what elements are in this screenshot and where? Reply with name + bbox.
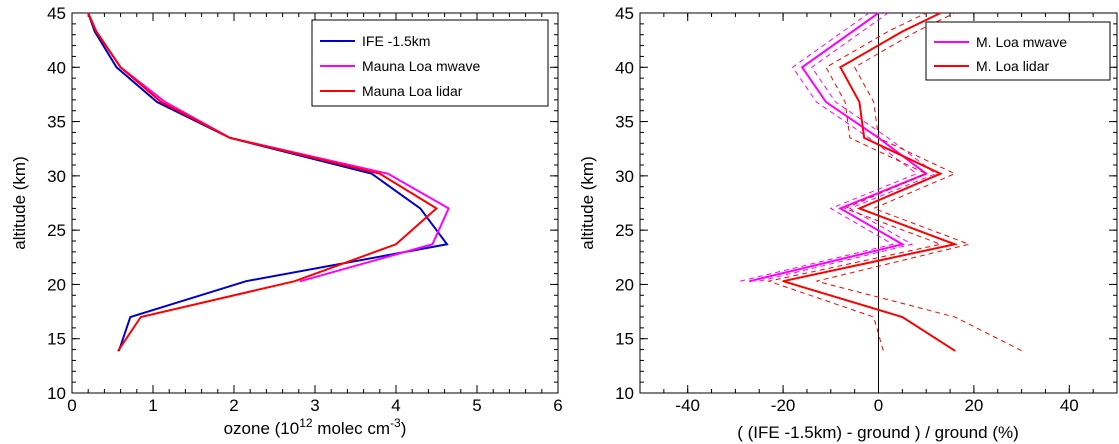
- m-loa-mwave-point: [748, 280, 751, 282]
- mauna-loa-lidar-point: [435, 207, 438, 210]
- left-y-tick-label: 20: [47, 275, 66, 294]
- right-x-tick-label: -20: [771, 396, 796, 415]
- mauna-loa-mwave-point: [299, 280, 302, 282]
- right-y-tick-label: 40: [615, 58, 634, 77]
- m-loa-lidar-bound-line: [816, 12, 1022, 352]
- right-x-axis-label: ( (IFE -1.5km) - ground ) / ground (%): [737, 423, 1019, 442]
- m-loa-mwave-point: [925, 172, 927, 175]
- m-loa-lidar-point: [863, 137, 865, 139]
- left-x-tick-label: 5: [472, 396, 481, 415]
- mauna-loa-mwave-point: [431, 243, 434, 246]
- right-x-tick-label: -40: [675, 396, 700, 415]
- ife-1-5km-point: [419, 207, 422, 210]
- m-loa-mwave-line: [749, 12, 929, 283]
- right-legend-box: [925, 21, 1111, 81]
- mauna-loa-lidar-point: [229, 137, 231, 139]
- ife-1-5km-point: [156, 101, 158, 103]
- left-x-tick-label: 1: [148, 396, 157, 415]
- ife-1-5km-point: [370, 172, 373, 175]
- right-y-tick-label: 45: [615, 4, 634, 23]
- legend-label-lidar: Mauna Loa lidar: [362, 83, 463, 99]
- m-loa-lidar-point: [782, 280, 784, 282]
- mauna-loa-mwave-point: [447, 207, 450, 210]
- mauna-loa-lidar-point: [87, 12, 89, 14]
- m-loa-mwave-bound-line: [740, 12, 918, 282]
- left-y-tick-label: 40: [47, 58, 66, 77]
- legend-label-ife: IFE -1.5km: [362, 33, 430, 49]
- mauna-loa-lidar-point: [160, 101, 162, 103]
- mauna-loa-mwave-point: [387, 172, 389, 175]
- left-x-axis-label: ozone (1012 molec cm-3): [224, 416, 407, 438]
- m-loa-mwave-point: [839, 207, 842, 210]
- right-y-tick-label: 30: [615, 167, 634, 186]
- mauna-loa-lidar-point: [119, 66, 122, 69]
- left-x-tick-label: 2: [229, 396, 238, 415]
- ife-1-5km-point: [446, 243, 448, 246]
- m-loa-lidar-point: [939, 172, 942, 175]
- left-x-tick-label: 3: [310, 396, 319, 415]
- m-loa-lidar-point: [954, 349, 956, 352]
- left-plot-frame: [71, 12, 559, 394]
- right-y-tick-label: 20: [615, 275, 634, 294]
- left-legend: IFE -1.5km Mauna Loa mwave Mauna Loa lid…: [311, 19, 549, 107]
- left-y-tick-label: 35: [47, 113, 66, 132]
- legend-label-mwave: Mauna Loa mwave: [362, 58, 481, 74]
- right-x-tick-label: 0: [874, 396, 883, 415]
- mauna-loa-lidar-point: [293, 280, 296, 282]
- right-x-tick-label: 40: [1060, 396, 1079, 415]
- m-loa-mwave-point: [877, 12, 880, 14]
- right-x-tick-label: 20: [964, 396, 983, 415]
- left-series-lines: [87, 12, 450, 352]
- right-tick-labels: -40 -20 0 20 40 10 15 20 25 30 35 40 45: [615, 4, 1079, 415]
- ife-1-5km-point: [115, 66, 118, 69]
- right-y-tick-label: 10: [615, 384, 634, 403]
- left-y-axis-label: altitude (km): [10, 156, 29, 250]
- ife-1-5km-point: [245, 280, 247, 282]
- legend-label-mloa-lidar: M. Loa lidar: [976, 58, 1049, 74]
- legend-label-mloa-mwave: M. Loa mwave: [976, 34, 1067, 50]
- ife-1-5km-point: [129, 316, 132, 318]
- m-loa-lidar-point: [901, 30, 904, 33]
- left-y-tick-label: 45: [47, 4, 66, 23]
- right-y-tick-label: 35: [615, 113, 634, 132]
- left-x-tick-label: 0: [67, 396, 76, 415]
- m-loa-lidar-point: [954, 243, 956, 246]
- mauna-loa-mwave-point: [164, 101, 166, 103]
- right-series-lines: [740, 12, 1022, 393]
- mauna-loa-lidar-point: [140, 316, 142, 318]
- left-x-tick-label: 6: [553, 396, 562, 415]
- m-loa-mwave-point: [801, 66, 803, 69]
- m-loa-lidar-point: [839, 66, 842, 69]
- right-y-tick-label: 25: [615, 221, 634, 240]
- difference-panel: -40 -20 0 20 40 10 15 20 25 30 35 40 45 altitude (km…: [578, 4, 1118, 442]
- mauna-loa-lidar-point: [379, 172, 381, 175]
- right-y-axis-label: altitude (km): [578, 156, 597, 250]
- m-loa-mwave-bound-line: [759, 12, 937, 282]
- m-loa-lidar-point: [901, 316, 904, 318]
- mauna-loa-lidar-point: [395, 243, 397, 246]
- left-x-tick-label: 4: [391, 396, 400, 415]
- m-loa-mwave-point: [901, 243, 904, 246]
- m-loa-lidar-bound-line: [766, 12, 943, 351]
- mauna-loa-lidar-point: [117, 349, 119, 352]
- left-y-tick-label: 15: [47, 330, 66, 349]
- right-legend: M. Loa mwave M. Loa lidar: [925, 21, 1111, 81]
- m-loa-lidar-point: [858, 101, 861, 103]
- right-y-tick-label: 15: [615, 330, 634, 349]
- mauna-loa-lidar-point: [95, 30, 98, 33]
- left-y-tick-label: 10: [47, 384, 66, 403]
- m-loa-mwave-point: [825, 101, 827, 103]
- m-loa-lidar-point: [858, 207, 861, 210]
- left-y-tick-label: 25: [47, 221, 66, 240]
- left-y-tick-label: 30: [47, 167, 66, 186]
- m-loa-lidar-point: [939, 12, 942, 14]
